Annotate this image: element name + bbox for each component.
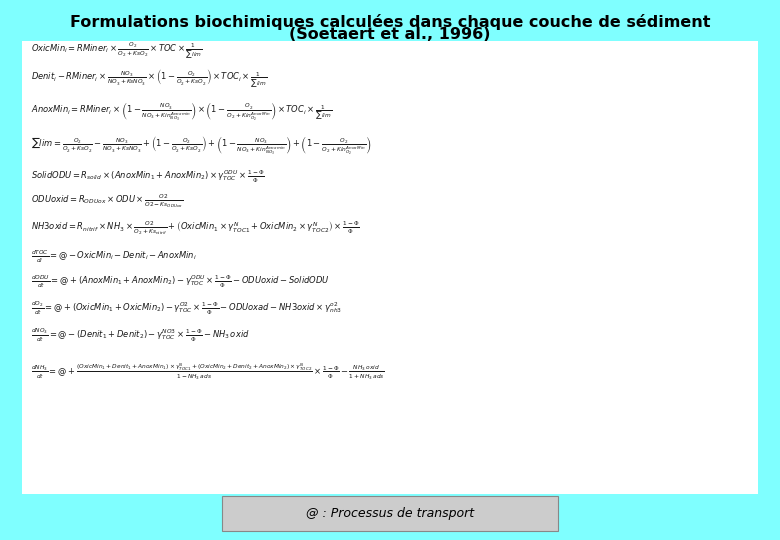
Text: $AnoxMin_i = RMiner_i \times \left(1 - \frac{NO_3}{NO_3 + Kin_{NO_3}^{Anox\,min}: $AnoxMin_i = RMiner_i \times \left(1 - \… bbox=[31, 100, 332, 122]
Text: $Denit_i - RMiner_i \times \frac{NO_3}{NO_3 + KsNO_3} \times \left(1 - \frac{O_2: $Denit_i - RMiner_i \times \frac{NO_3}{N… bbox=[31, 68, 268, 89]
Text: $\frac{dNH_3}{dt} = @+ \frac{(OxicMin_1+Denit_1+AnoxMin_1)\times\gamma_{TOC1}^N : $\frac{dNH_3}{dt} = @+ \frac{(OxicMin_1+… bbox=[31, 361, 385, 382]
Text: $OxicMin_i = RMiner_i \times \frac{O_2}{O_2 + KsO_2} \times TOC \times \frac{1}{: $OxicMin_i = RMiner_i \times \frac{O_2}{… bbox=[31, 41, 203, 62]
Text: $SolidODU = R_{solid} \times (AnoxMin_1 + AnoxMin_2) \times \gamma_{TOC}^{ODU} \: $SolidODU = R_{solid} \times (AnoxMin_1 … bbox=[31, 168, 265, 185]
Text: Formulations biochimiques calculées dans chaque couche de sédiment: Formulations biochimiques calculées dans… bbox=[69, 14, 711, 30]
Text: $\frac{dTOC}{di} = @- OxicMin_i - Denit_i - AnoxMin_i$: $\frac{dTOC}{di} = @- OxicMin_i - Denit_… bbox=[31, 248, 197, 265]
Text: (Soetaert et al., 1996): (Soetaert et al., 1996) bbox=[289, 27, 491, 42]
Text: $NH3oxid = R_{nitrif} \times NH_3 \times \frac{O2}{O_2 + Ks_{nitrif}} + \left(Ox: $NH3oxid = R_{nitrif} \times NH_3 \times… bbox=[31, 219, 360, 237]
Text: $\frac{dODU}{dt} = @+ (AnoxMin_1 + AnoxMin_2) - \gamma_{TOC}^{ODU} \times \frac{: $\frac{dODU}{dt} = @+ (AnoxMin_1 + AnoxM… bbox=[31, 274, 330, 290]
FancyBboxPatch shape bbox=[222, 496, 558, 531]
Text: @ : Processus de transport: @ : Processus de transport bbox=[306, 507, 474, 520]
Text: $\frac{dNO_3}{dt} = @-(Denit_1 + Denit_2) - \gamma_{TOC}^{NO3} \times \frac{1-\P: $\frac{dNO_3}{dt} = @-(Denit_1 + Denit_2… bbox=[31, 326, 250, 343]
Text: $ODUoxid = R_{ODUox} \times ODU \times \frac{O2}{O2 - Ks_{ODUox}}$: $ODUoxid = R_{ODUox} \times ODU \times \… bbox=[31, 192, 183, 210]
Text: $\sum lim = \frac{O_2}{O_2+KsO_2} - \frac{NO_3}{NO_3+KsNO_3} + \left(1-\frac{O_2: $\sum lim = \frac{O_2}{O_2+KsO_2} - \fra… bbox=[31, 134, 371, 157]
Text: $\frac{dO_2}{dt} = @+ (OxicMin_1 + OxicMin_2) - \gamma_{TOC}^{O2} \times \frac{1: $\frac{dO_2}{dt} = @+ (OxicMin_1 + OxicM… bbox=[31, 299, 342, 316]
FancyBboxPatch shape bbox=[22, 40, 758, 494]
